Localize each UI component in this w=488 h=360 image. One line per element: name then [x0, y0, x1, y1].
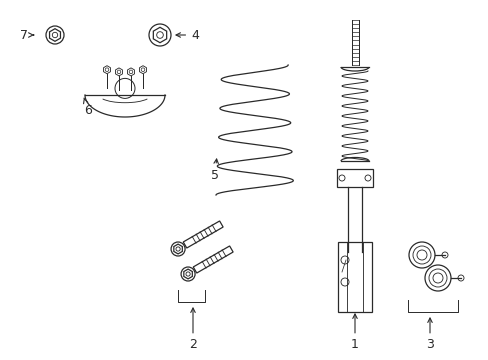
Bar: [336, 169, 372, 187]
Text: 4: 4: [176, 28, 199, 41]
Text: 5: 5: [210, 159, 219, 181]
Text: 3: 3: [425, 318, 433, 351]
Text: 1: 1: [350, 314, 358, 351]
Bar: [337, 242, 371, 312]
Text: 6: 6: [83, 98, 92, 117]
Text: 2: 2: [189, 308, 197, 351]
Text: 7: 7: [20, 28, 34, 41]
